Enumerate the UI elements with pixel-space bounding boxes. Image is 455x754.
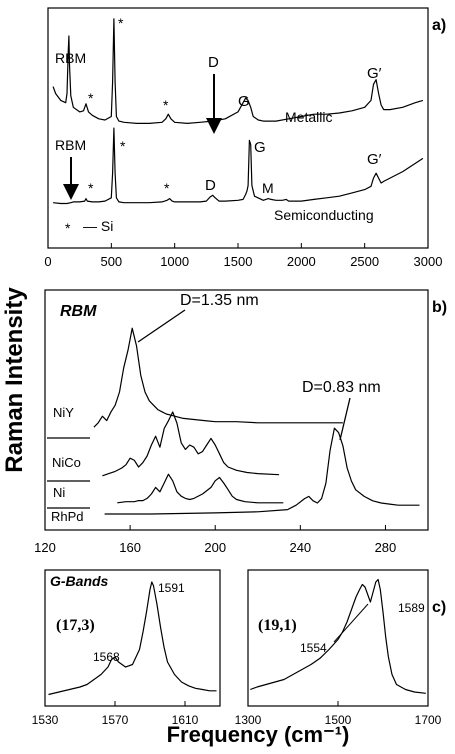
x-tick-label-c2-0: 1300 bbox=[235, 713, 262, 727]
x-axis-label: Frequency (cm⁻¹) bbox=[167, 722, 350, 747]
annotation-d-083: D=0.83 nm bbox=[302, 379, 381, 396]
annotation-star-top-si: * bbox=[118, 15, 124, 31]
annotation-1554: 1554 bbox=[300, 641, 327, 655]
annotation-star-metallic-1: * bbox=[88, 90, 94, 106]
pointer-1554 bbox=[333, 603, 369, 643]
series-label-ni: Ni bbox=[53, 485, 65, 500]
series-line-b-2 bbox=[117, 473, 284, 504]
series-line-c2-0 bbox=[250, 578, 426, 694]
x-tick-label-a-6: 3000 bbox=[414, 254, 443, 269]
series-label-rhpd: RhPd bbox=[51, 509, 84, 524]
annotation-d-135: D=1.35 nm bbox=[180, 292, 259, 309]
annotation-d-metallic: D bbox=[208, 54, 219, 71]
panel-b-label: b) bbox=[432, 299, 447, 316]
pointer-d-083 bbox=[339, 397, 351, 441]
annotation-star-metallic-2: * bbox=[163, 97, 169, 113]
panel-b-frame bbox=[44, 289, 429, 531]
annotation-g-metallic: G bbox=[238, 93, 250, 110]
annotation-1589: 1589 bbox=[398, 601, 425, 615]
panel-c1-index: (17,3) bbox=[56, 617, 95, 634]
panel-a-chart: 0 500 1000 1500 2000 2500 3000 a) RBM * D G G′… bbox=[44, 7, 446, 269]
pointer-d-135 bbox=[137, 309, 186, 343]
series-label-niy: NiY bbox=[53, 405, 74, 420]
x-tick-label-b-1: 160 bbox=[119, 540, 141, 555]
y-axis-label: Raman Intensity bbox=[1, 287, 28, 473]
panel-c2-label: c) bbox=[432, 599, 446, 616]
panel-c2-chart: 1300 1500 1700 c) (19,1) 1589 1554 bbox=[235, 569, 446, 727]
annotation-g-prime-semiconducting: G′ bbox=[367, 151, 382, 168]
annotation-metallic: Metallic bbox=[285, 109, 332, 125]
x-tick-label-a-2: 1000 bbox=[160, 254, 189, 269]
x-tick-label-a-0: 0 bbox=[44, 254, 51, 269]
annotation-star-semiconducting-2: * bbox=[164, 180, 170, 196]
annotation-1591: 1591 bbox=[158, 581, 185, 595]
annotation-rbm-semiconducting: RBM bbox=[55, 137, 86, 153]
annotation-d-semiconducting: D bbox=[205, 177, 216, 194]
x-tick-label-a-4: 2000 bbox=[287, 254, 316, 269]
series-line-c1-0 bbox=[48, 581, 217, 696]
annotation-g-prime-metallic: G′ bbox=[367, 65, 382, 82]
annotation-star-si-key: * bbox=[65, 220, 71, 236]
annotation-1568: 1568 bbox=[93, 650, 120, 664]
annotation-si-key: — Si bbox=[83, 218, 113, 234]
series-label-nico: NiCo bbox=[52, 455, 81, 470]
x-tick-label-b-3: 240 bbox=[289, 540, 311, 555]
panel-c1-frame bbox=[44, 569, 221, 707]
x-tick-label-a-3: 1500 bbox=[224, 254, 253, 269]
x-tick-label-c2-2: 1700 bbox=[415, 713, 442, 727]
series-line-b-0 bbox=[93, 327, 343, 428]
x-tick-label-c1-2: 1610 bbox=[172, 713, 199, 727]
series-line-b-1 bbox=[102, 411, 280, 477]
x-tick-label-a-5: 2500 bbox=[350, 254, 379, 269]
panel-c2-index: (19,1) bbox=[258, 617, 297, 634]
annotation-g-semiconducting: G bbox=[254, 139, 266, 156]
x-tick-label-b-4: 280 bbox=[375, 540, 397, 555]
series-line-b-3 bbox=[104, 427, 420, 515]
annotation-star-semiconducting-1: * bbox=[88, 180, 94, 196]
x-tick-label-b-2: 200 bbox=[204, 540, 226, 555]
panel-b-chart: 120 160 200 240 280 RBM b) D=1.35 nm D=0.83 … bbox=[34, 289, 447, 555]
annotation-star-mid-si: * bbox=[120, 138, 126, 154]
x-tick-label-c2-1: 1500 bbox=[325, 713, 352, 727]
x-tick-label-c1-1: 1570 bbox=[102, 713, 129, 727]
panel-c1-chart: 1530 1570 1610 G-Bands (17,3) 1568 1591 bbox=[32, 569, 221, 727]
panel-c1-title: G-Bands bbox=[50, 573, 109, 589]
series-line-a-0 bbox=[52, 18, 424, 125]
panel-b-title: RBM bbox=[60, 303, 97, 320]
annotation-m-semiconducting: M bbox=[262, 180, 274, 196]
x-tick-label-b-0: 120 bbox=[34, 540, 56, 555]
x-tick-label-a-1: 500 bbox=[100, 254, 122, 269]
panel-a-label: a) bbox=[432, 17, 446, 34]
annotation-rbm-metallic: RBM bbox=[55, 50, 86, 66]
annotation-semiconducting: Semiconducting bbox=[274, 207, 374, 223]
series-line-a-1 bbox=[53, 127, 424, 205]
x-tick-label-c1-0: 1530 bbox=[32, 713, 59, 727]
